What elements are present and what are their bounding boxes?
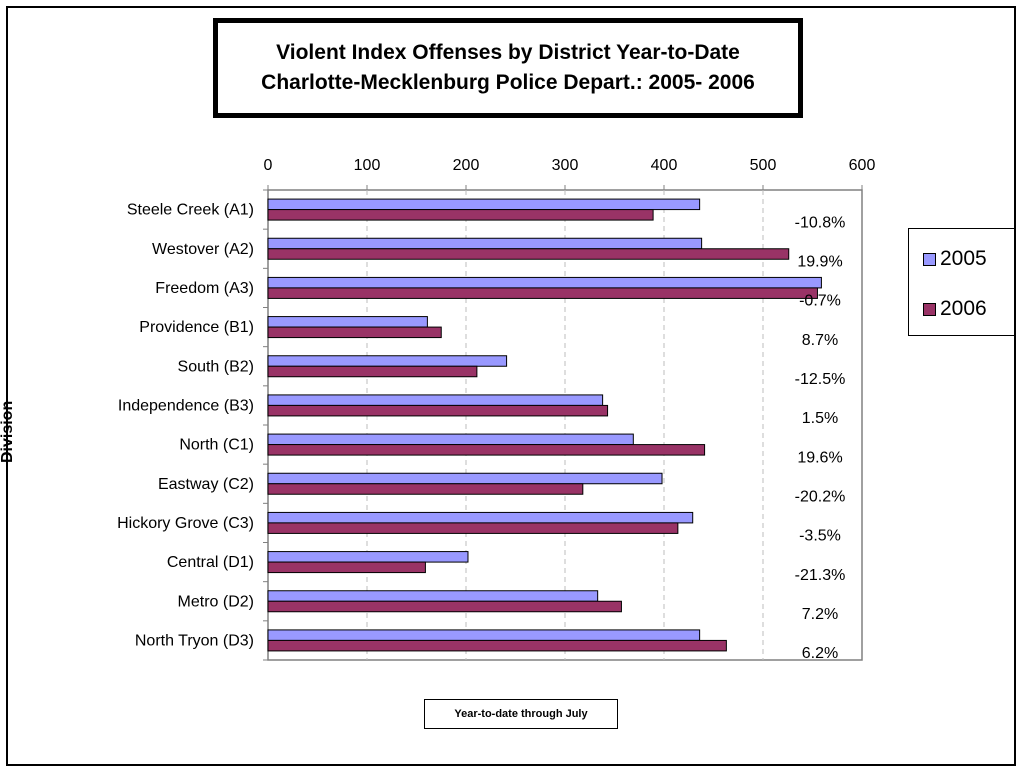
bar-2005-north-c1: [267, 433, 634, 446]
bar-2006-north-c1: [267, 444, 706, 456]
bar-2005-south-b2: [267, 355, 508, 367]
x-axis-label: Year-to-date through July: [454, 708, 588, 720]
x-tick-label: 600: [849, 157, 876, 174]
category-label-freedom-a3: Freedom (A3): [155, 280, 254, 297]
bar-2006-westover-a2: [267, 248, 790, 260]
legend-label-2005: 2005: [940, 247, 987, 270]
chart-subtitle: Charlotte-Mecklenburg Police Depart.: 20…: [261, 71, 755, 94]
percent-change-label: 6.2%: [802, 645, 838, 662]
percent-change-label: -12.5%: [795, 371, 846, 388]
percent-change-label: -3.5%: [799, 528, 841, 545]
bar-2006-providence-b1: [267, 326, 442, 339]
legend: 2005 2006: [908, 228, 1015, 336]
bar-2006-hickory-grove-c3: [267, 522, 679, 534]
legend-label-2006: 2006: [940, 297, 987, 320]
percent-change-label: 19.6%: [797, 449, 842, 466]
percent-change-label: 19.9%: [797, 253, 842, 270]
chart-title: Violent Index Offenses by District Year-…: [276, 41, 740, 64]
bar-2006-freedom-a3: [267, 287, 818, 299]
percent-change-label: 8.7%: [802, 332, 838, 349]
x-tick-label: 200: [453, 157, 480, 174]
legend-swatch-2006: [923, 302, 936, 316]
bar-2006-independence-b3: [267, 404, 609, 417]
category-label-metro-d2: Metro (D2): [178, 593, 254, 610]
bar-2006-central-d1: [267, 561, 426, 574]
category-label-independence-b3: Independence (B3): [118, 397, 254, 414]
x-tick-label: 300: [552, 157, 579, 174]
percent-change-label: -21.3%: [795, 567, 846, 584]
category-label-central-d1: Central (D1): [167, 554, 254, 571]
category-label-eastway-c2: Eastway (C2): [158, 476, 254, 493]
bar-2006-steele-creek-a1: [267, 209, 654, 221]
bar-2005-providence-b1: [267, 316, 428, 328]
bar-2005-eastway-c2: [267, 472, 663, 485]
bar-2005-steele-creek-a1: [267, 198, 701, 211]
bar-2006-south-b2: [267, 365, 478, 378]
legend-swatch-2005: [923, 252, 936, 266]
category-label-north-tryon-d3: North Tryon (D3): [135, 632, 254, 649]
category-label-steele-creek-a1: Steele Creek (A1): [127, 202, 254, 219]
y-axis-label: Division: [0, 400, 16, 463]
percent-change-label: 7.2%: [802, 606, 838, 623]
bar-2005-hickory-grove-c3: [267, 511, 694, 524]
percent-change-label: 1.5%: [802, 410, 838, 427]
x-tick-label: 0: [264, 157, 273, 174]
percent-change-label: -20.2%: [795, 488, 846, 505]
bar-2006-north-tryon-d3: [267, 639, 727, 652]
bar-2005-central-d1: [267, 551, 469, 563]
percent-change-label: -0.7%: [799, 293, 841, 310]
category-label-south-b2: South (B2): [178, 358, 254, 375]
category-label-providence-b1: Providence (B1): [139, 319, 254, 336]
legend-item-2006: 2006: [923, 297, 987, 321]
x-tick-label: 400: [651, 157, 678, 174]
bar-2005-freedom-a3: [267, 276, 822, 289]
bar-2005-independence-b3: [267, 394, 604, 406]
bar-2005-north-tryon-d3: [267, 629, 701, 641]
percent-change-label: -10.8%: [795, 214, 846, 231]
x-tick-label: 100: [354, 157, 381, 174]
category-label-hickory-grove-c3: Hickory Grove (C3): [117, 515, 254, 532]
legend-item-2005: 2005: [923, 247, 987, 271]
category-label-north-c1: North (C1): [179, 437, 254, 454]
category-label-westover-a2: Westover (A2): [152, 241, 254, 258]
bar-2006-eastway-c2: [267, 483, 584, 495]
chart-title-box: Violent Index Offenses by District Year-…: [213, 18, 803, 118]
bar-2005-westover-a2: [267, 237, 703, 250]
bar-2006-metro-d2: [267, 600, 622, 613]
bar-2005-metro-d2: [267, 590, 599, 602]
x-axis-label-box: Year-to-date through July: [424, 699, 618, 729]
x-tick-label: 500: [750, 157, 777, 174]
